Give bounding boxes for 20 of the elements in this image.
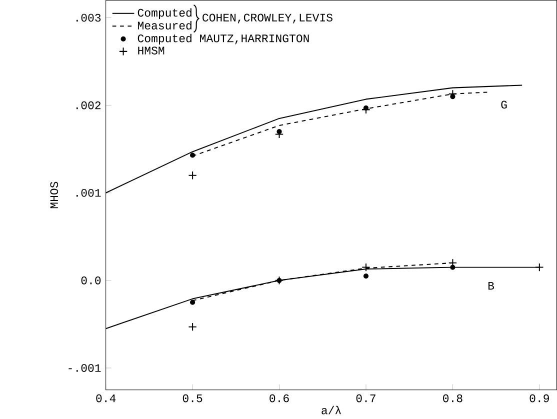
annotation: B [488,282,494,290]
annotation: COHEN,CROWLEY,LEVIS [202,14,332,24]
y-axis-title: MHOS [50,182,58,208]
y-tick-label: .002 [76,102,101,110]
legend-label: Computed [138,8,192,20]
legend-label: Computed MAUTZ,HARRINGTON [138,34,309,45]
legend-label: HMSM [138,46,164,55]
x-tick-label: 0.9 [530,394,549,402]
x-tick-label: 0.5 [182,394,202,402]
legend-label: Measured [138,21,192,30]
x-axis-title: a/λ [322,406,341,415]
x-tick-label: 0.8 [443,394,462,402]
x-tick-label: 0.6 [270,394,289,402]
x-tick-label: 0.4 [96,394,116,402]
annotation: G [501,101,507,109]
y-tick-label: -.001 [68,364,101,372]
y-tick-label: .001 [76,189,101,197]
y-tick-label: .003 [76,14,101,22]
y-tick-label: 0.0 [81,276,101,285]
x-tick-label: 0.7 [356,394,376,402]
